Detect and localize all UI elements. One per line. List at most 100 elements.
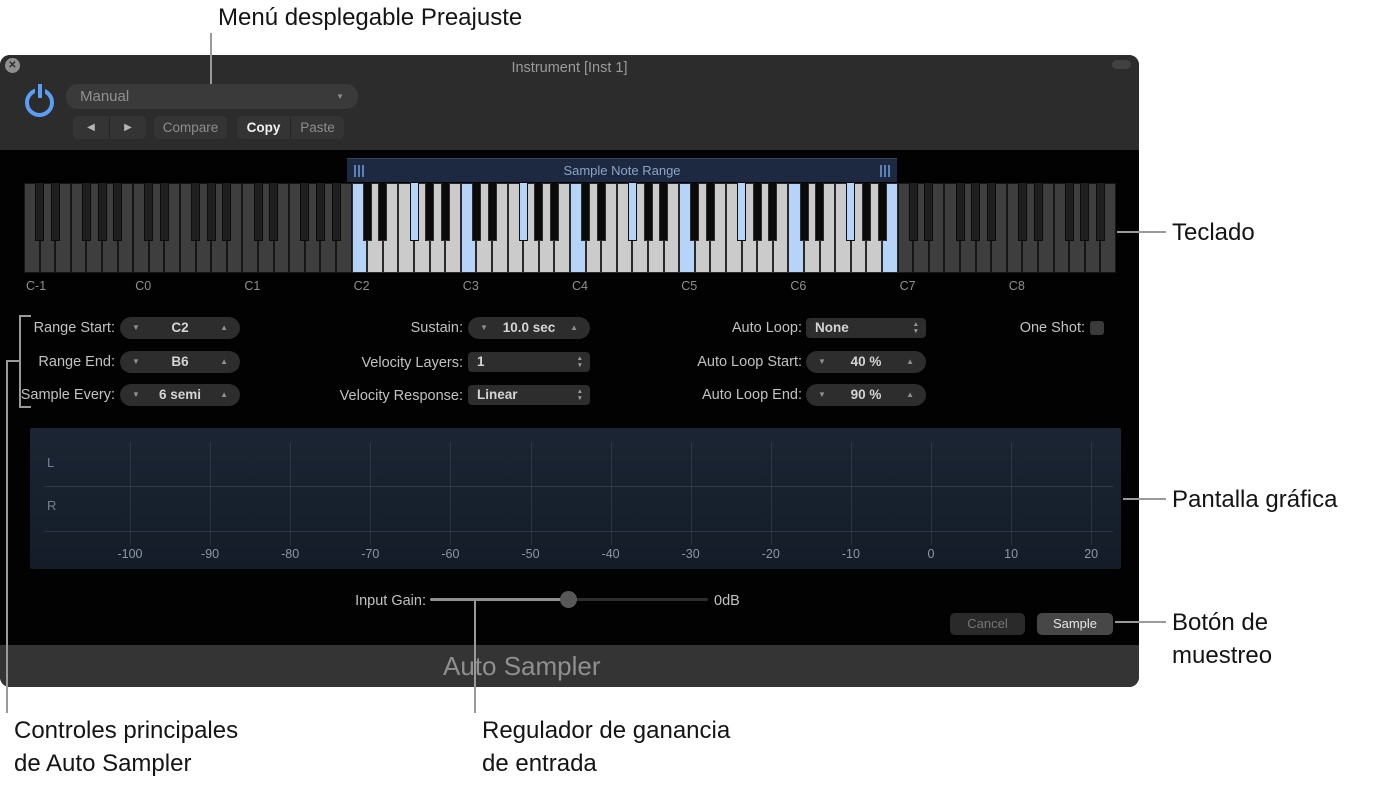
previous-preset-button[interactable]: ◀ (73, 116, 110, 139)
piano-key-D#2[interactable] (378, 183, 388, 241)
db-tick-label: -70 (361, 547, 380, 561)
piano-key-G#-1[interactable] (97, 183, 107, 241)
piano-key-C#5[interactable] (690, 183, 700, 241)
octave-label-C4: C4 (572, 279, 588, 293)
piano-key-A#-1[interactable] (113, 183, 123, 241)
copy-button[interactable]: Copy (237, 116, 291, 139)
step-up-icon[interactable]: ▲ (906, 357, 914, 366)
compare-button[interactable]: Compare (154, 116, 227, 139)
piano-key-C#-1[interactable] (35, 183, 45, 241)
up-down-arrows-icon: ▲ ▼ (912, 321, 919, 335)
preset-dropdown[interactable]: Manual ▼ (66, 84, 358, 109)
step-up-icon[interactable]: ▲ (570, 323, 578, 332)
piano-key-D#3[interactable] (487, 183, 497, 241)
piano-key-D#5[interactable] (705, 183, 715, 241)
piano-key-G#5[interactable] (752, 183, 762, 241)
sample-note-range-bar[interactable]: Sample Note Range (347, 158, 897, 182)
piano-key-A#0[interactable] (222, 183, 232, 241)
piano-key-F#3[interactable] (518, 183, 528, 241)
step-up-icon[interactable]: ▲ (220, 357, 228, 366)
auto-loop-popup[interactable]: None ▲ ▼ (806, 318, 926, 338)
preset-nav-group: ◀ ▶ (73, 116, 146, 139)
piano-key-G#7[interactable] (971, 183, 981, 241)
step-down-icon[interactable]: ▼ (132, 390, 140, 399)
sustain-stepper[interactable]: ▼ 10.0 sec ▲ (468, 317, 590, 339)
piano-key-F#-1[interactable] (81, 183, 91, 241)
piano-key-C#1[interactable] (253, 183, 263, 241)
step-down-icon[interactable]: ▼ (818, 357, 826, 366)
piano-key-A#2[interactable] (440, 183, 450, 241)
piano-key-C#8[interactable] (1017, 183, 1027, 241)
piano-key-F#5[interactable] (737, 183, 747, 241)
one-shot-checkbox[interactable] (1090, 321, 1104, 335)
close-icon[interactable]: ✕ (5, 58, 20, 73)
piano-key-G#2[interactable] (425, 183, 435, 241)
step-down-icon[interactable]: ▼ (480, 323, 488, 332)
piano-key-F#7[interactable] (955, 183, 965, 241)
step-down-icon[interactable]: ▼ (818, 390, 826, 399)
octave-label-C6: C6 (790, 279, 807, 293)
piano-key-D#8[interactable] (1033, 183, 1043, 241)
up-down-arrows-icon: ▲ ▼ (576, 388, 583, 402)
step-up-icon[interactable]: ▲ (220, 390, 228, 399)
grid-line (931, 442, 932, 545)
piano-key-A#8[interactable] (1095, 183, 1105, 241)
callout-line-sample-button (1115, 621, 1166, 623)
paste-button[interactable]: Paste (300, 120, 335, 135)
range-end-stepper[interactable]: ▼ B6 ▲ (120, 351, 240, 373)
range-start-value: C2 (171, 320, 189, 335)
sustain-label: Sustain: (410, 320, 463, 336)
piano-key-A#3[interactable] (549, 183, 559, 241)
piano-key-C#2[interactable] (362, 183, 372, 241)
piano-key-F#6[interactable] (846, 183, 856, 241)
piano-key-A#4[interactable] (659, 183, 669, 241)
piano-key-F#2[interactable] (409, 183, 419, 241)
sample-button[interactable]: Sample (1037, 613, 1113, 635)
piano-key-G#3[interactable] (534, 183, 544, 241)
piano-key-G#8[interactable] (1080, 183, 1090, 241)
piano-key-F#0[interactable] (191, 183, 201, 241)
step-up-icon[interactable]: ▲ (220, 323, 228, 332)
piano-key-F#4[interactable] (627, 183, 637, 241)
piano-key-D#-1[interactable] (50, 183, 60, 241)
cancel-button[interactable]: Cancel (950, 613, 1025, 635)
piano-key-C#6[interactable] (799, 183, 809, 241)
step-up-icon[interactable]: ▲ (906, 390, 914, 399)
range-start-stepper[interactable]: ▼ C2 ▲ (120, 317, 240, 339)
piano-key-A#5[interactable] (768, 183, 778, 241)
piano-key-A#6[interactable] (877, 183, 887, 241)
grid-line (850, 442, 852, 545)
power-button[interactable] (23, 84, 55, 117)
piano-key-G#0[interactable] (206, 183, 216, 241)
auto-loop-end-stepper[interactable]: ▼ 90 % ▲ (806, 384, 926, 406)
velocity-response-popup[interactable]: Linear ▲ ▼ (468, 385, 590, 405)
piano-key-D#4[interactable] (596, 183, 606, 241)
piano-key-D#1[interactable] (269, 183, 279, 241)
piano-key-C#7[interactable] (908, 183, 918, 241)
range-end-handle[interactable] (880, 165, 890, 177)
piano-key-G#6[interactable] (861, 183, 871, 241)
auto-loop-label: Auto Loop: (731, 320, 802, 336)
sample-every-stepper[interactable]: ▼ 6 semi ▲ (120, 384, 240, 406)
piano-key-F#8[interactable] (1064, 183, 1074, 241)
piano-key-A#7[interactable] (986, 183, 996, 241)
step-down-icon[interactable]: ▼ (132, 323, 140, 332)
piano-key-D#6[interactable] (815, 183, 825, 241)
piano-key-F#1[interactable] (300, 183, 310, 241)
piano-key-D#7[interactable] (924, 183, 934, 241)
step-down-icon[interactable]: ▼ (132, 357, 140, 366)
piano-key-C#0[interactable] (144, 183, 154, 241)
next-preset-button[interactable]: ▶ (124, 122, 132, 133)
piano-key-A#1[interactable] (331, 183, 341, 241)
piano-key-G#1[interactable] (315, 183, 325, 241)
piano-key-G#4[interactable] (643, 183, 653, 241)
piano-key-D#0[interactable] (159, 183, 169, 241)
piano-key-C#4[interactable] (581, 183, 591, 241)
velocity-layers-popup[interactable]: 1 ▲ ▼ (468, 352, 590, 372)
input-gain-slider-thumb[interactable] (560, 591, 577, 608)
plugin-footer: Auto Sampler (0, 645, 1139, 687)
header-pill-control[interactable] (1112, 60, 1131, 69)
range-start-handle[interactable] (354, 165, 364, 177)
piano-key-C#3[interactable] (471, 183, 481, 241)
auto-loop-start-stepper[interactable]: ▼ 40 % ▲ (806, 351, 926, 373)
